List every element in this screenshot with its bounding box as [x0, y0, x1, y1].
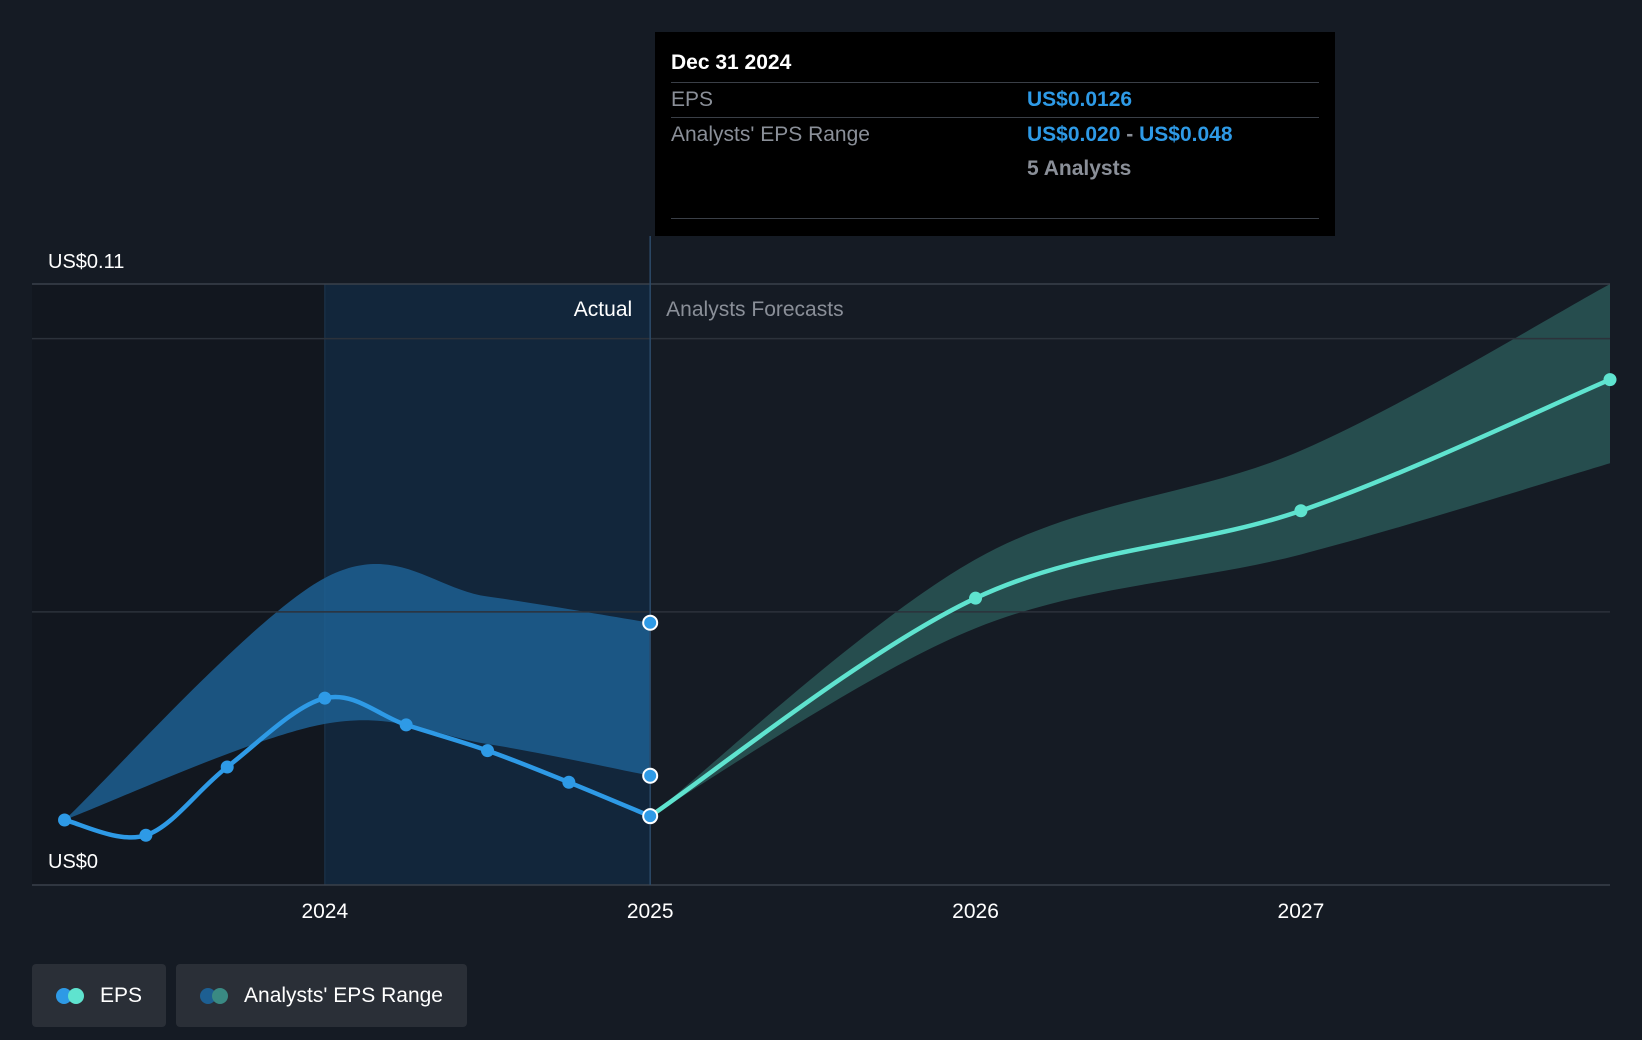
eps-point-forecast — [1603, 373, 1617, 387]
x-tick-label: 2026 — [952, 900, 999, 923]
eps-point-forecast — [1294, 504, 1308, 518]
range-band-actual — [64, 564, 651, 820]
legend-range-button[interactable]: Analysts' EPS Range — [176, 964, 467, 1027]
eps-point-actual — [399, 718, 413, 732]
tooltip-range-high: US$0.048 — [1139, 123, 1233, 146]
eps-point-actual — [58, 813, 72, 827]
tooltip-date: Dec 31 2024 — [671, 46, 1319, 83]
eps-line-forecast — [647, 377, 1613, 819]
eps-point-actual — [481, 744, 495, 758]
legend-range-label: Analysts' EPS Range — [244, 983, 443, 1007]
hover-tooltip: Dec 31 2024 EPS US$0.0126 Analysts' EPS … — [655, 32, 1335, 236]
range-marker-point — [642, 614, 659, 631]
eps-point-actual — [562, 775, 576, 789]
tooltip-range-separator: - — [1126, 123, 1134, 146]
tooltip-range-label: Analysts' EPS Range — [671, 123, 870, 146]
legend-eps-label: EPS — [100, 983, 143, 1007]
eps-point-actual — [642, 808, 659, 825]
eps-point-actual — [220, 760, 234, 774]
actual-section-label: Actual — [574, 298, 632, 321]
eps-swatch-icon — [56, 987, 86, 1004]
y-tick-label: US$0.11 — [48, 251, 124, 273]
eps-line-actual — [62, 694, 653, 840]
x-tick-label: 2024 — [301, 900, 348, 923]
tooltip-eps-value: US$0.0126 — [1027, 88, 1133, 111]
range-marker-point — [642, 767, 659, 784]
forecast-section-label: Analysts Forecasts — [666, 298, 843, 321]
x-tick-label: 2025 — [627, 900, 674, 923]
range-swatch-icon — [200, 987, 230, 1004]
tooltip-divider — [671, 218, 1319, 219]
y-tick-label: US$0 — [48, 851, 98, 873]
eps-point-actual — [139, 828, 153, 842]
x-tick-label: 2027 — [1278, 900, 1325, 923]
eps-point-forecast — [969, 591, 983, 605]
tooltip-range-low: US$0.020 — [1027, 123, 1121, 146]
tooltip-analyst-count: 5 Analysts — [1027, 157, 1132, 180]
eps-point-actual — [318, 691, 332, 705]
chart-legend: EPS Analysts' EPS Range — [32, 964, 467, 1027]
legend-eps-button[interactable]: EPS — [32, 964, 167, 1027]
tooltip-eps-label: EPS — [671, 88, 714, 111]
